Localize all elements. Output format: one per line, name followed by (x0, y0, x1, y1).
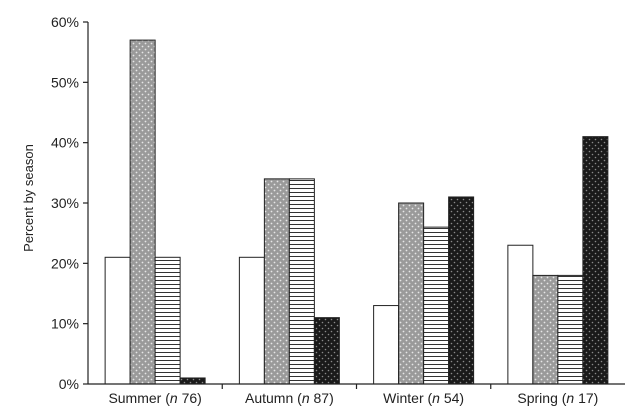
bars (104, 39, 609, 385)
bar-black-dots (582, 136, 609, 385)
category-label: Spring (n 17) (517, 390, 598, 406)
bar-grey-dots (263, 178, 290, 385)
x-axis-labels: Summer (n 76) Autumn (n 87) Winter (n 54) S… (108, 384, 598, 406)
bar-horizontal-lines (557, 274, 584, 385)
y-tick-label: 40% (51, 135, 79, 151)
bar-grey-dots (398, 202, 425, 385)
y-tick-label: 0% (59, 376, 79, 392)
bar-white (238, 256, 265, 385)
y-tick-label: 30% (51, 195, 79, 211)
bar-grey-dots (129, 39, 156, 385)
category-label: Winter (n 54) (383, 390, 464, 406)
bar-black-dots (313, 317, 340, 385)
bar-black-dots (448, 196, 475, 385)
y-tick-label: 20% (51, 255, 79, 271)
y-tick-label: 10% (51, 316, 79, 332)
y-tick-label: 50% (51, 74, 79, 90)
y-axis-ticks: 0% 10% 20% 30% 40% 50% 60% (51, 14, 88, 392)
category-label: Autumn (n 87) (245, 390, 334, 406)
category-label: Summer (n 76) (108, 390, 201, 406)
bar-grey-dots (532, 274, 559, 385)
bar-horizontal-lines (154, 256, 181, 385)
bar-horizontal-lines (288, 178, 315, 385)
y-axis-label: Percent by season (21, 144, 36, 252)
bar-white (104, 256, 131, 385)
bar-horizontal-lines (423, 226, 450, 385)
y-tick-label: 60% (51, 14, 79, 30)
bar-white (373, 305, 400, 385)
bar-white (507, 244, 534, 385)
bar-black-dots (179, 377, 206, 385)
